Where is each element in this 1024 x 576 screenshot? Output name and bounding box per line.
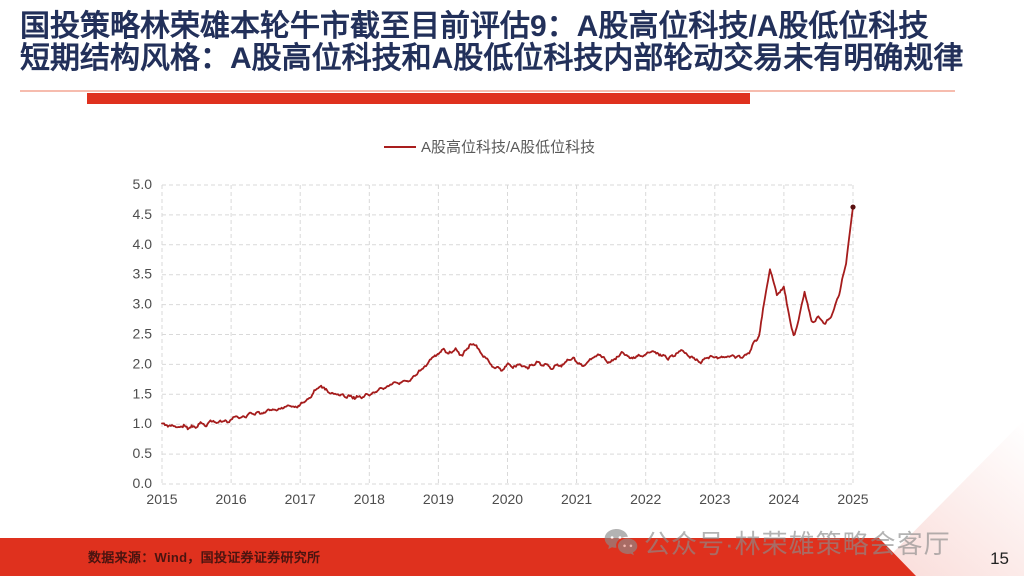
svg-text:1.5: 1.5 — [133, 385, 153, 401]
svg-text:2024: 2024 — [768, 491, 799, 507]
svg-text:2020: 2020 — [492, 491, 523, 507]
svg-text:2015: 2015 — [146, 491, 177, 507]
svg-text:2019: 2019 — [423, 491, 454, 507]
svg-text:4.5: 4.5 — [133, 206, 153, 222]
svg-text:2023: 2023 — [699, 491, 730, 507]
svg-text:2.0: 2.0 — [133, 355, 153, 371]
svg-text:3.5: 3.5 — [133, 266, 153, 282]
svg-text:2.5: 2.5 — [133, 326, 153, 342]
svg-text:3.0: 3.0 — [133, 296, 153, 312]
svg-text:2018: 2018 — [354, 491, 385, 507]
svg-text:1.0: 1.0 — [133, 415, 153, 431]
svg-text:0.0: 0.0 — [133, 475, 153, 491]
svg-text:2017: 2017 — [285, 491, 316, 507]
svg-text:2025: 2025 — [837, 491, 868, 507]
svg-text:0.5: 0.5 — [133, 445, 153, 461]
svg-text:5.0: 5.0 — [133, 176, 153, 192]
svg-text:2021: 2021 — [561, 491, 592, 507]
svg-text:2022: 2022 — [630, 491, 661, 507]
svg-text:2016: 2016 — [216, 491, 247, 507]
svg-text:4.0: 4.0 — [133, 236, 153, 252]
